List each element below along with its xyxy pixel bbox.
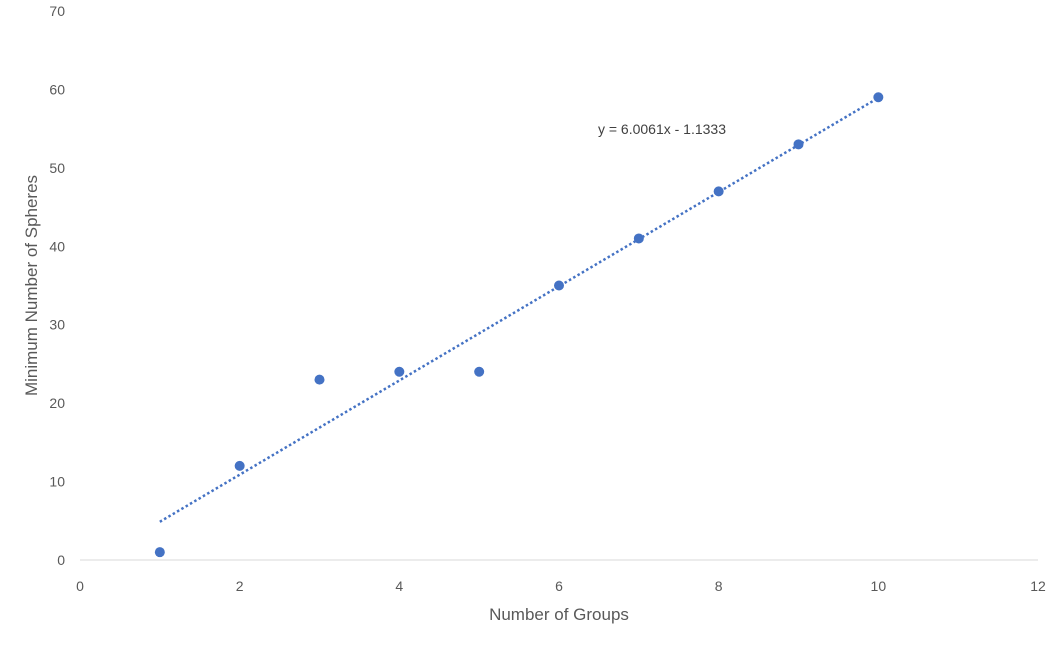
- y-tick-label: 60: [49, 81, 65, 97]
- data-point: [713, 186, 724, 197]
- y-tick-label: 30: [49, 317, 65, 333]
- data-point: [314, 374, 325, 385]
- data-point: [474, 366, 485, 377]
- x-axis-title: Number of Groups: [489, 605, 629, 624]
- data-point: [234, 460, 245, 471]
- x-tick-label: 0: [76, 578, 84, 594]
- data-point: [873, 92, 884, 103]
- y-tick-label: 0: [57, 552, 65, 568]
- x-tick-label: 8: [715, 578, 723, 594]
- data-point: [793, 139, 804, 150]
- trendline-group: [159, 96, 879, 523]
- y-tick-label: 10: [49, 474, 65, 490]
- y-tick-label: 20: [49, 395, 65, 411]
- x-tick-label: 10: [871, 578, 887, 594]
- x-tick-label: 6: [555, 578, 563, 594]
- y-axis-title: Minimum Number of Spheres: [22, 175, 41, 396]
- data-point: [154, 547, 165, 558]
- trendline-equation: y = 6.0061x - 1.1333: [598, 121, 726, 137]
- y-tick-label: 50: [49, 160, 65, 176]
- y-tick-label: 40: [49, 238, 65, 254]
- data-point: [554, 280, 564, 291]
- data-point: [633, 233, 644, 244]
- x-tick-label: 2: [236, 578, 244, 594]
- x-tick-label: 12: [1030, 578, 1046, 594]
- y-tick-label: 70: [49, 3, 65, 19]
- trendline: [159, 96, 879, 523]
- x-axis: 0 2 4 6 8 10 12: [76, 559, 1046, 594]
- x-tick-label: 4: [395, 578, 403, 594]
- data-point: [394, 366, 405, 377]
- y-axis: 0 10 20 30 40 50 60 70: [49, 3, 65, 568]
- data-points: [154, 92, 884, 558]
